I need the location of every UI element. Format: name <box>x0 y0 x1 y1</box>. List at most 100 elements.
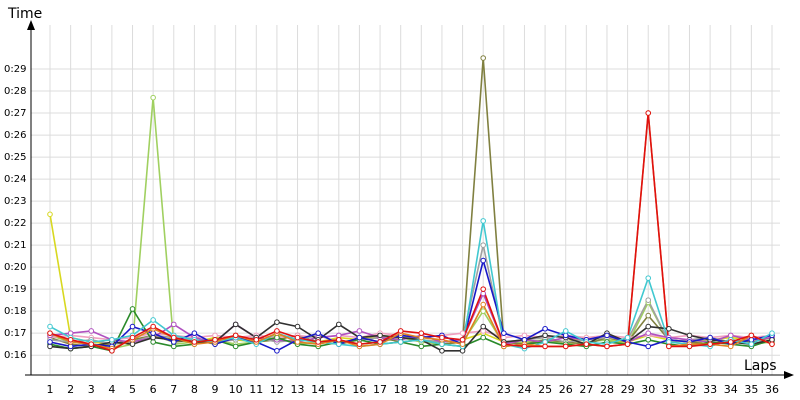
x-tick-label: 11 <box>249 383 263 396</box>
plot-area <box>47 55 775 354</box>
data-point <box>542 325 548 332</box>
y-tick-label: 0:24 <box>4 174 26 185</box>
y-tick-label: 0:27 <box>4 108 26 119</box>
x-tick-label: 18 <box>394 383 408 396</box>
x-tick-label: 3 <box>88 383 95 396</box>
series-line <box>49 113 773 352</box>
data-point <box>727 339 734 345</box>
data-point <box>397 339 404 345</box>
data-point <box>67 336 74 343</box>
data-point <box>129 323 136 330</box>
data-point <box>604 332 610 339</box>
data-point <box>356 334 363 341</box>
data-point <box>624 341 631 347</box>
y-tick-label: 0:23 <box>4 196 26 207</box>
x-tick-label: 31 <box>662 383 676 396</box>
data-point <box>480 218 487 224</box>
data-point <box>170 334 177 341</box>
x-tick-label: 20 <box>435 383 449 396</box>
x-tick-label: 13 <box>291 383 305 396</box>
y-tick-label: 0:17 <box>4 328 26 339</box>
y-tick-label: 0:21 <box>4 240 26 251</box>
data-point <box>129 334 136 341</box>
y-tick-label: 0:20 <box>4 262 26 273</box>
x-axis-title: Laps <box>744 358 777 374</box>
x-tick-label: 16 <box>352 383 366 396</box>
data-point <box>645 323 652 330</box>
data-point <box>150 317 156 323</box>
x-tick-label: 33 <box>703 383 717 396</box>
x-tick-label: 5 <box>129 383 136 396</box>
x-axis-arrow <box>784 371 794 379</box>
data-point <box>315 339 321 345</box>
series-line <box>49 307 773 352</box>
x-tick-label: 1 <box>47 383 54 396</box>
data-point <box>604 343 610 350</box>
series-line <box>49 113 773 350</box>
data-point <box>480 301 487 308</box>
data-point <box>129 306 136 312</box>
x-tick-label: 35 <box>744 383 758 396</box>
data-point <box>356 328 363 334</box>
data-point <box>624 334 631 341</box>
data-point <box>397 328 404 334</box>
x-tick-label: 7 <box>170 383 177 396</box>
data-point <box>480 55 487 61</box>
y-tick-label: 0:26 <box>4 130 26 141</box>
y-tick-label: 0:25 <box>4 152 26 163</box>
x-tick-label: 30 <box>641 383 655 396</box>
x-tick-label: 8 <box>191 383 198 396</box>
data-point <box>583 341 590 347</box>
data-point <box>686 343 693 350</box>
data-point <box>232 332 239 339</box>
data-point <box>542 343 548 350</box>
data-point <box>191 330 198 336</box>
data-point <box>645 110 652 116</box>
data-point <box>459 330 466 336</box>
series-line <box>49 220 773 350</box>
y-tick-label: 0:18 <box>4 306 26 317</box>
y-axis-title: Time <box>7 6 42 22</box>
x-tick-label: 17 <box>373 383 387 396</box>
data-point <box>315 330 321 336</box>
x-tick-label: 32 <box>682 383 696 396</box>
series-line <box>49 291 773 346</box>
x-tick-label: 34 <box>724 383 738 396</box>
series-line <box>49 321 773 352</box>
data-point <box>562 328 569 334</box>
series-line <box>49 257 773 352</box>
data-point <box>191 339 198 345</box>
data-point <box>274 328 280 334</box>
data-point <box>707 334 713 341</box>
data-point <box>645 275 652 281</box>
x-tick-label: 24 <box>517 383 531 396</box>
x-tick-label: 6 <box>150 383 157 396</box>
x-tick-label: 28 <box>600 383 614 396</box>
data-point <box>88 328 95 334</box>
x-tick-label: 12 <box>270 383 284 396</box>
y-tick-label: 0:16 <box>4 350 26 361</box>
data-point <box>645 330 652 336</box>
data-point <box>336 336 342 343</box>
series-line <box>49 57 773 348</box>
data-point <box>645 297 652 303</box>
data-point <box>501 330 507 336</box>
data-point <box>480 334 487 341</box>
y-axis-arrow <box>27 20 35 30</box>
data-point <box>748 332 755 339</box>
data-point <box>521 343 528 350</box>
data-point <box>336 321 342 328</box>
x-tick-label: 4 <box>108 383 115 396</box>
x-tick-label: 26 <box>559 383 573 396</box>
data-point <box>686 332 693 339</box>
data-point <box>109 336 115 343</box>
data-point <box>666 343 672 350</box>
data-point <box>47 330 53 336</box>
data-point <box>645 336 652 343</box>
x-tick-label: 9 <box>212 383 219 396</box>
data-point <box>666 325 672 332</box>
data-point <box>356 341 363 347</box>
data-point <box>480 257 487 264</box>
data-point <box>769 341 775 347</box>
data-point <box>377 339 383 345</box>
